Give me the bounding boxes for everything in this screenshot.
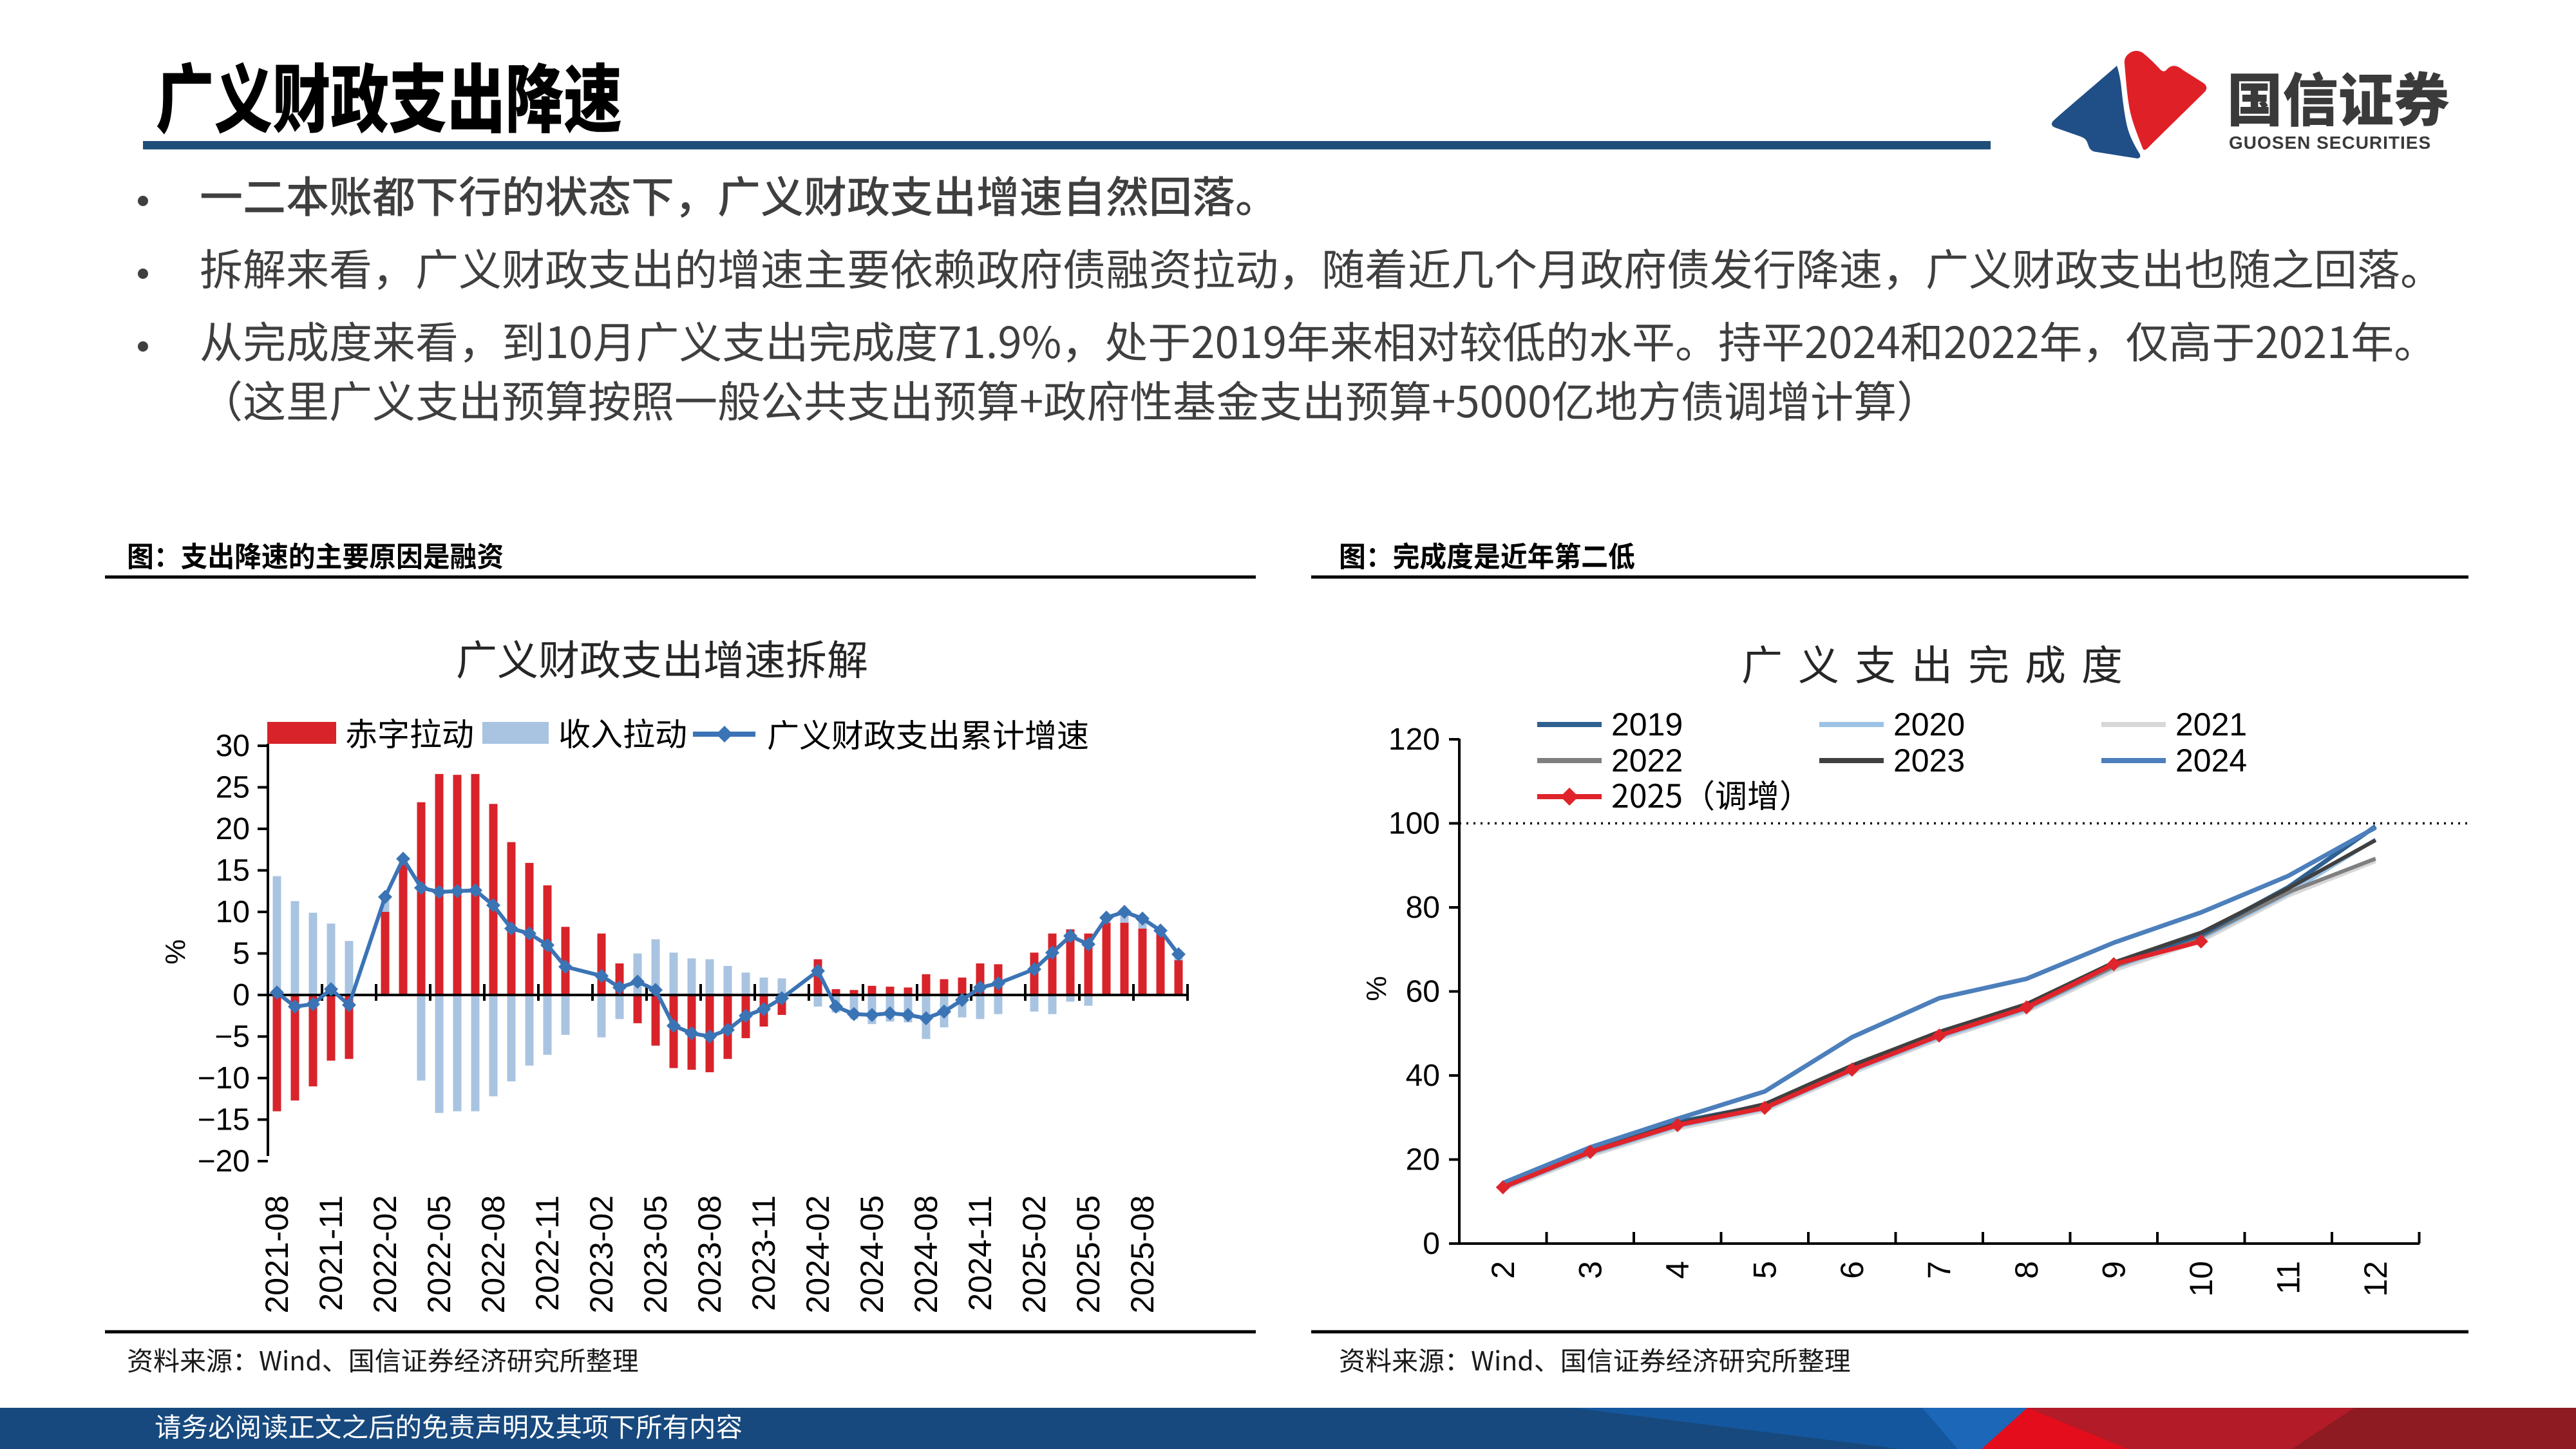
svg-text:2022-05: 2022-05 [421, 1195, 457, 1314]
svg-text:20: 20 [1406, 1143, 1440, 1177]
svg-text:2023-02: 2023-02 [583, 1195, 620, 1314]
svg-text:2023-11: 2023-11 [746, 1195, 782, 1311]
svg-text:2022-11: 2022-11 [529, 1195, 565, 1311]
svg-text:4: 4 [1660, 1261, 1696, 1279]
svg-text:5: 5 [1747, 1261, 1783, 1279]
svg-text:60: 60 [1406, 975, 1440, 1009]
svg-text:2024: 2024 [2175, 743, 2247, 779]
svg-text:2021-08: 2021-08 [259, 1195, 295, 1314]
svg-text:10: 10 [216, 895, 250, 929]
svg-text:2024-05: 2024-05 [854, 1195, 890, 1314]
svg-text:40: 40 [1406, 1059, 1440, 1093]
svg-text:2: 2 [1485, 1261, 1521, 1279]
svg-text:%: % [1361, 976, 1392, 1001]
svg-text:2021: 2021 [2175, 706, 2247, 743]
svg-text:120: 120 [1388, 723, 1440, 757]
svg-text:2025-05: 2025-05 [1070, 1195, 1106, 1314]
svg-text:2023: 2023 [1893, 743, 1965, 779]
svg-text:2024-11: 2024-11 [962, 1195, 998, 1311]
svg-text:−15: −15 [198, 1103, 250, 1137]
svg-text:10: 10 [2183, 1261, 2219, 1297]
svg-text:2020: 2020 [1893, 706, 1965, 743]
svg-text:7: 7 [1921, 1261, 1957, 1279]
svg-text:15: 15 [216, 854, 250, 888]
svg-text:6: 6 [1834, 1261, 1870, 1279]
svg-text:0: 0 [1423, 1227, 1440, 1261]
svg-text:30: 30 [216, 729, 250, 763]
svg-text:2022-02: 2022-02 [367, 1195, 403, 1314]
svg-text:8: 8 [2009, 1261, 2045, 1279]
svg-text:%: % [160, 939, 191, 964]
svg-text:11: 11 [2270, 1261, 2306, 1294]
svg-text:12: 12 [2358, 1261, 2394, 1297]
svg-text:20: 20 [216, 812, 250, 846]
svg-text:−10: −10 [198, 1061, 250, 1095]
svg-text:−20: −20 [198, 1144, 250, 1179]
svg-text:2023-08: 2023-08 [692, 1195, 728, 1314]
svg-text:2024-02: 2024-02 [800, 1195, 836, 1314]
svg-text:2019: 2019 [1611, 706, 1683, 743]
svg-text:100: 100 [1388, 807, 1440, 841]
svg-text:5: 5 [232, 937, 250, 971]
svg-text:25: 25 [216, 771, 250, 805]
svg-text:2023-05: 2023-05 [638, 1195, 674, 1314]
svg-text:80: 80 [1406, 891, 1440, 925]
svg-text:3: 3 [1572, 1261, 1608, 1279]
svg-text:2021-11: 2021-11 [313, 1195, 349, 1311]
svg-text:2024-08: 2024-08 [908, 1195, 944, 1314]
svg-text:2022: 2022 [1611, 743, 1683, 779]
svg-text:0: 0 [232, 978, 250, 1012]
svg-text:2025-02: 2025-02 [1016, 1195, 1052, 1314]
svg-text:2025-08: 2025-08 [1124, 1195, 1160, 1314]
svg-text:2022-08: 2022-08 [475, 1195, 511, 1314]
svg-text:−5: −5 [214, 1020, 250, 1054]
svg-text:GUOSEN SECURITIES: GUOSEN SECURITIES [2229, 133, 2431, 153]
svg-text:9: 9 [2096, 1261, 2132, 1279]
